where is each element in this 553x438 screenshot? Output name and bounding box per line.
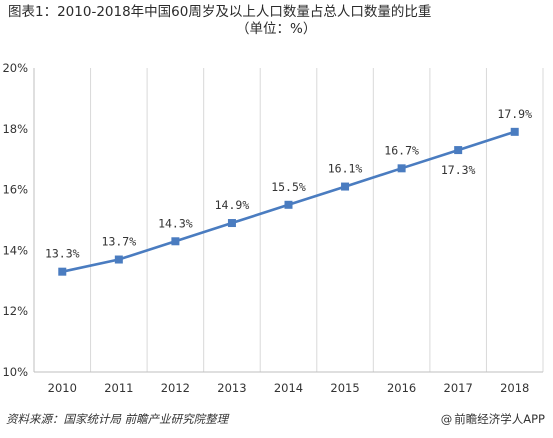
x-tick-label: 2011 xyxy=(104,381,133,395)
x-tick-label: 2016 xyxy=(387,381,416,395)
data-label: 16.7% xyxy=(384,143,419,157)
data-label: 14.3% xyxy=(158,216,193,230)
x-tick-label: 2010 xyxy=(48,381,77,395)
data-point-marker xyxy=(510,127,519,136)
x-tick-label: 2013 xyxy=(217,381,246,395)
data-labels: 13.3% 13.7% 14.3% 14.9% 15.5% 16.1% 16.7% 17.3%… xyxy=(45,107,532,261)
data-label: 17.3% xyxy=(441,163,476,177)
source-note: 资料来源：国家统计局 前瞻产业研究院整理 xyxy=(6,412,229,426)
brand-credit: @ 前瞻经济学人APP xyxy=(441,411,545,427)
y-tick-label: 10% xyxy=(2,365,28,379)
data-label: 13.7% xyxy=(102,235,137,249)
data-point-marker xyxy=(114,255,123,264)
y-tick-label: 18% xyxy=(2,122,28,136)
y-tick-label: 12% xyxy=(2,304,28,318)
x-tick-label: 2012 xyxy=(161,381,190,395)
y-tick-label: 20% xyxy=(2,61,28,75)
data-label: 13.3% xyxy=(45,247,80,261)
at-icon: @ xyxy=(440,412,453,426)
x-tick-label: 2017 xyxy=(444,381,473,395)
brand-name: 前瞻经济学人APP xyxy=(454,412,545,426)
chart-grid xyxy=(33,68,544,372)
data-point-marker xyxy=(227,219,236,228)
y-axis-ticks: 10% 12% 14% 16% 18% 20% xyxy=(2,61,28,379)
chart-axes xyxy=(33,68,543,373)
data-label: 17.9% xyxy=(497,107,532,121)
title-line-2: （单位：%） xyxy=(236,21,317,37)
x-tick-label: 2014 xyxy=(274,381,303,395)
data-point-marker xyxy=(58,267,67,276)
data-point-marker xyxy=(284,200,293,209)
y-tick-label: 14% xyxy=(2,243,28,257)
data-label: 15.5% xyxy=(271,180,306,194)
data-label: 16.1% xyxy=(328,162,363,176)
data-point-marker xyxy=(341,182,350,191)
x-tick-label: 2015 xyxy=(330,381,359,395)
data-label: 14.9% xyxy=(215,198,250,212)
chart-title: 图表1：2010-2018年中国60周岁及以上人口数量占总人口数量的比重 （单位… xyxy=(8,4,548,38)
x-axis-ticks: 2010 2011 2012 2013 2014 2015 2016 2017 2018 xyxy=(48,381,530,395)
series-markers xyxy=(58,127,519,276)
x-tick-label: 2018 xyxy=(500,381,529,395)
data-point-marker xyxy=(397,164,406,173)
title-line-1: 图表1：2010-2018年中国60周岁及以上人口数量占总人口数量的比重 xyxy=(8,4,432,20)
data-point-marker xyxy=(454,146,463,155)
y-tick-label: 16% xyxy=(2,183,28,197)
data-point-marker xyxy=(171,237,180,246)
